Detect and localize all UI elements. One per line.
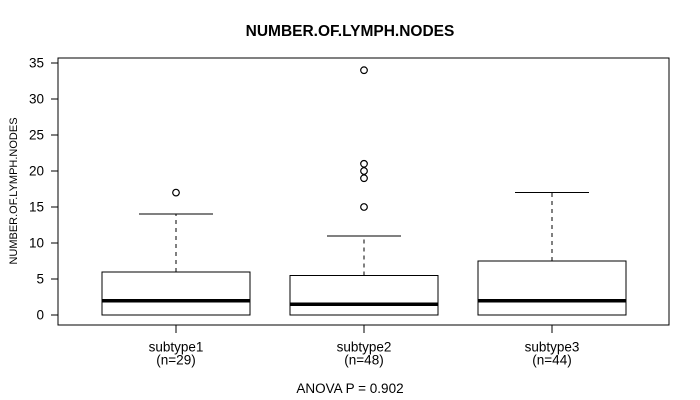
y-tick-label: 30 bbox=[29, 92, 44, 107]
chart-title: NUMBER.OF.LYMPH.NODES bbox=[245, 23, 455, 40]
x-group-n-label: (n=29) bbox=[156, 353, 195, 368]
y-tick-label: 5 bbox=[36, 272, 44, 287]
x-group-n-label: (n=44) bbox=[532, 353, 571, 368]
box bbox=[289, 274, 439, 316]
outlier-point bbox=[360, 203, 368, 211]
y-tick-label: 10 bbox=[29, 236, 44, 251]
y-tick-label: 25 bbox=[29, 128, 44, 143]
box bbox=[101, 271, 251, 316]
x-group-label: subtype1 bbox=[149, 340, 204, 355]
box bbox=[477, 260, 627, 316]
outlier-point bbox=[360, 66, 368, 75]
outlier-point bbox=[360, 167, 368, 175]
outlier-point bbox=[360, 174, 368, 183]
x-group-label: subtype2 bbox=[337, 340, 392, 355]
y-tick-label: 20 bbox=[29, 164, 44, 179]
x-group-label: subtype3 bbox=[525, 340, 580, 355]
y-tick-label: 15 bbox=[29, 200, 44, 215]
y-tick-label: 35 bbox=[29, 56, 44, 71]
anova-annotation: ANOVA P = 0.902 bbox=[296, 381, 404, 396]
outlier-point bbox=[172, 188, 180, 197]
y-tick-label: 0 bbox=[36, 308, 44, 323]
outlier-point bbox=[360, 159, 368, 168]
x-group-n-label: (n=48) bbox=[344, 353, 383, 368]
